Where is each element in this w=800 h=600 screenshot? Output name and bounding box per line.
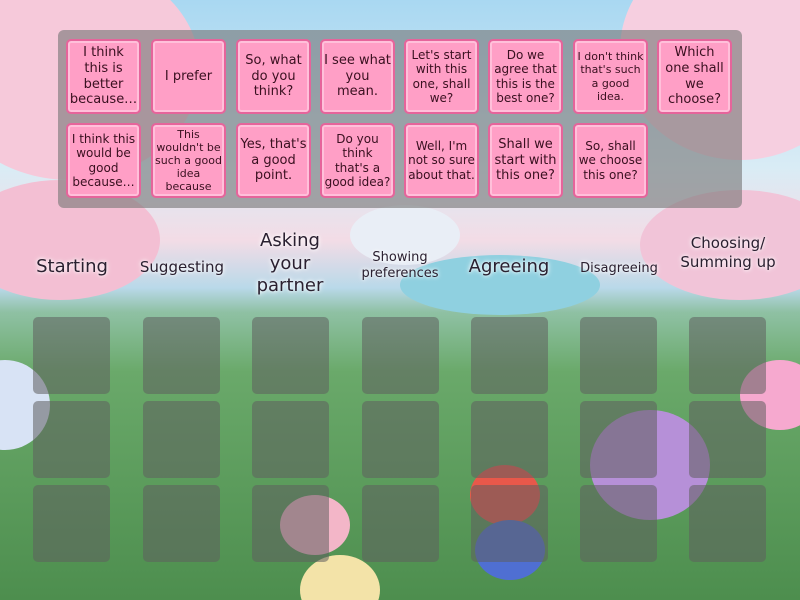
drop-slot-preferences-2[interactable] <box>362 401 439 478</box>
drop-slot-preferences-3[interactable] <box>362 485 439 562</box>
mountain <box>350 205 460 265</box>
drop-slot-suggesting-3[interactable] <box>143 485 220 562</box>
drop-slot-choosing-3[interactable] <box>689 485 766 562</box>
drop-slot-asking-2[interactable] <box>252 401 329 478</box>
drop-slot-suggesting-1[interactable] <box>143 317 220 394</box>
drop-slot-disagreeing-1[interactable] <box>580 317 657 394</box>
category-suggesting: Suggesting <box>139 258 225 276</box>
drop-slot-asking-3[interactable] <box>252 485 329 562</box>
card-i-think-this-would-be-good[interactable]: I think this would be good because… <box>66 123 141 198</box>
category-disagreeing: Disagreeing <box>580 261 658 276</box>
card-well-im-not-so-sure[interactable]: Well, I'm not so sure about that. <box>404 123 479 198</box>
card-lets-start-with-this-one[interactable]: Let's start with this one, shall we? <box>404 39 479 114</box>
category-asking-your-partner: Asking your partner <box>256 230 324 296</box>
category-agreeing: Agreeing <box>468 256 550 277</box>
card-i-see-what-you-mean[interactable]: I see what you mean. <box>320 39 395 114</box>
card-i-think-this-is-better[interactable]: I think this is better because… <box>66 39 141 114</box>
card-i-dont-think[interactable]: I don't think that's such a good idea. <box>573 39 648 114</box>
card-yes-thats-a-good-point[interactable]: Yes, that's a good point. <box>236 123 311 198</box>
drop-slot-agreeing-1[interactable] <box>471 317 548 394</box>
drop-slot-disagreeing-3[interactable] <box>580 485 657 562</box>
drop-slot-choosing-2[interactable] <box>689 401 766 478</box>
card-i-prefer[interactable]: I prefer <box>151 39 226 114</box>
card-shall-we-start-with-this-one[interactable]: Shall we start with this one? <box>488 123 563 198</box>
category-choosing-summing-up: Choosing/ Summing up <box>680 234 776 271</box>
card-so-shall-we-choose[interactable]: So, shall we choose this one? <box>573 123 648 198</box>
drop-slot-preferences-1[interactable] <box>362 317 439 394</box>
drop-slot-suggesting-2[interactable] <box>143 401 220 478</box>
card-which-one-shall-we-choose[interactable]: Which one shall we choose? <box>657 39 732 114</box>
drop-slot-starting-3[interactable] <box>33 485 110 562</box>
drop-slot-disagreeing-2[interactable] <box>580 401 657 478</box>
drop-slot-agreeing-3[interactable] <box>471 485 548 562</box>
card-do-you-think-good-idea[interactable]: Do you think that's a good idea? <box>320 123 395 198</box>
category-starting: Starting <box>36 256 108 277</box>
card-this-wouldnt-be[interactable]: This wouldn't be such a good idea becaus… <box>151 123 226 198</box>
drop-slot-choosing-1[interactable] <box>689 317 766 394</box>
card-do-we-agree[interactable]: Do we agree that this is the best one? <box>488 39 563 114</box>
category-showing-preferences: Showing preferences <box>361 250 439 282</box>
drop-slot-agreeing-2[interactable] <box>471 401 548 478</box>
card-so-what-do-you-think[interactable]: So, what do you think? <box>236 39 311 114</box>
lake <box>400 255 600 315</box>
drop-slot-asking-1[interactable] <box>252 317 329 394</box>
blossom-cluster-right <box>640 190 800 300</box>
drop-slot-starting-1[interactable] <box>33 317 110 394</box>
drop-slot-starting-2[interactable] <box>33 401 110 478</box>
